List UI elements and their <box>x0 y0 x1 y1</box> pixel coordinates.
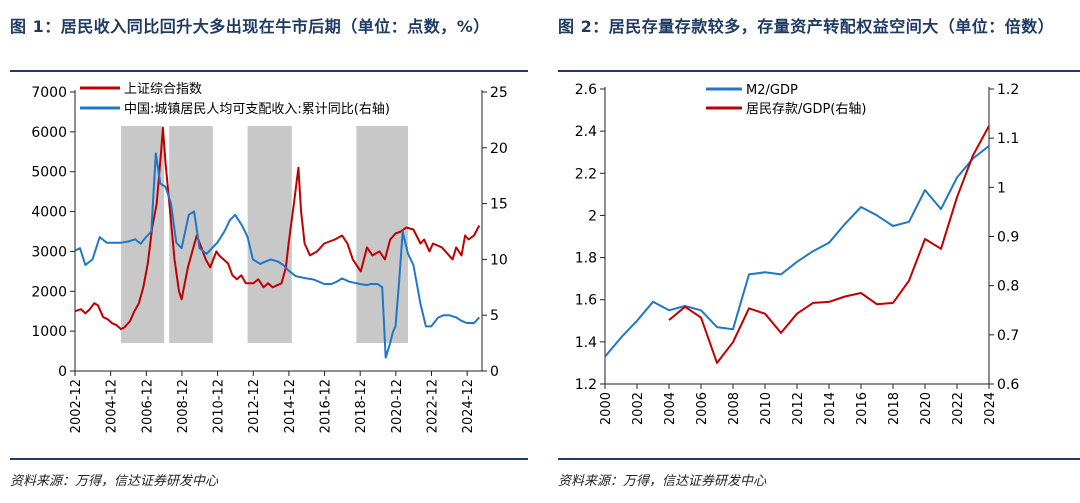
y2-tick-label: 1.2 <box>997 82 1019 98</box>
series-line-1 <box>74 126 481 331</box>
series-line-2 <box>668 125 990 364</box>
x-tick-label: 2018 <box>887 392 902 425</box>
chart-1-title: 图 1：居民收入同比回升大多出现在牛市后期（单位：点数，%） <box>10 17 490 36</box>
x-tick-label: 2004-12 <box>105 379 120 433</box>
chart-2-source: 资料来源：万得，信达证券研发中心 <box>558 474 767 489</box>
x-tick-label: 2020 <box>919 392 934 425</box>
y2-tick-label: 0.7 <box>997 328 1019 344</box>
x-tick-label: 2014-12 <box>283 379 298 433</box>
y-tick-label: 6000 <box>31 125 67 141</box>
x-tick-label: 2012-12 <box>247 379 262 433</box>
x-tick-label: 2010-12 <box>212 379 227 433</box>
y-tick-label: 2 <box>588 208 597 224</box>
y-tick-label: 1.4 <box>575 335 597 351</box>
y-tick-label: 1.6 <box>575 293 597 309</box>
x-tick-label: 2018-12 <box>354 379 369 433</box>
y-tick-label: 0 <box>58 364 67 380</box>
x-tick-label: 2022 <box>951 392 966 425</box>
x-tick-label: 2006-12 <box>140 379 155 433</box>
title-divider <box>10 70 528 72</box>
x-tick-label: 2016 <box>855 392 870 425</box>
x-tick-label: 2000 <box>599 392 614 425</box>
y2-tick-label: 1 <box>997 180 1006 196</box>
y-tick-label: 3000 <box>31 244 67 260</box>
chart-panel-2: 图 2：居民存量存款较多，存量资产转配权益空间大（单位：倍数） 1.2 1.4 1.… <box>548 0 1080 503</box>
x-tick-label: 2008-12 <box>176 379 191 433</box>
x-tick-label: 2024-12 <box>461 379 476 433</box>
chart-panel-1: 图 1：居民收入同比回升大多出现在牛市后期（单位：点数，%） 0 1000 2000… <box>0 0 528 503</box>
y-tick-label: 2.6 <box>575 82 597 98</box>
y-tick-label: 1.8 <box>575 251 597 267</box>
series-line-2 <box>74 152 481 359</box>
y2-tick-label: 0.8 <box>997 279 1019 295</box>
legend-label: 上证综合指数 <box>124 82 202 97</box>
source-divider <box>10 458 528 460</box>
chart-2-title: 图 2：居民存量存款较多，存量资产转配权益空间大（单位：倍数） <box>558 17 1055 36</box>
x-tick-label: 2022-12 <box>425 379 440 433</box>
y-tick-label: 4000 <box>31 205 67 221</box>
x-tick-label: 2020-12 <box>390 379 405 433</box>
y2-tick-label: 0.9 <box>997 230 1019 246</box>
series-line-1 <box>604 145 990 358</box>
y2-tick-label: 25 <box>490 85 508 101</box>
source-divider <box>558 458 1080 460</box>
x-tick-label: 2016-12 <box>319 379 334 433</box>
y2-tick-label: 10 <box>490 252 508 268</box>
y-tick-label: 7000 <box>31 85 67 101</box>
y-tick-label: 2.2 <box>575 166 597 182</box>
legend-label: M2/GDP <box>746 83 798 98</box>
x-tick-label: 2010 <box>759 392 774 425</box>
x-tick-label: 2006 <box>695 392 710 425</box>
chart-1-plot: 0 1000 2000 3000 4000 5000 6000 7000 0 5 10 15 20 25 2… <box>31 82 508 433</box>
y2-tick-label: 0.6 <box>997 377 1019 393</box>
legend-label: 中国:城镇居民人均可支配收入:累计同比(右轴) <box>124 102 390 117</box>
x-tick-label: 2012 <box>791 392 806 425</box>
x-tick-label: 2002-12 <box>69 379 84 433</box>
title-divider <box>558 70 1080 72</box>
bull-market-band <box>121 126 165 343</box>
y2-tick-label: 15 <box>490 197 508 213</box>
y2-tick-label: 20 <box>490 141 508 157</box>
x-tick-label: 2014 <box>823 392 838 425</box>
y-tick-label: 2000 <box>31 284 67 300</box>
x-tick-label: 2002 <box>631 392 646 425</box>
y2-tick-label: 1.1 <box>997 131 1019 147</box>
y-tick-label: 2.4 <box>575 124 597 140</box>
bull-market-band <box>169 126 213 343</box>
y-tick-label: 1000 <box>31 324 67 340</box>
y2-tick-label: 5 <box>490 308 499 324</box>
x-tick-label: 2008 <box>727 392 742 425</box>
y-tick-label: 5000 <box>31 165 67 181</box>
chart-1-source: 资料来源：万得，信达证券研发中心 <box>10 474 219 489</box>
chart-2-plot: 1.2 1.4 1.6 1.8 2 2.2 2.4 2.6 0.6 0.7 0.8 0.9 1 1.1 1.… <box>575 82 1020 425</box>
bull-market-band <box>356 126 409 343</box>
bull-market-band <box>247 126 292 343</box>
y-tick-label: 1.2 <box>575 377 597 393</box>
x-tick-label: 2004 <box>663 392 678 425</box>
legend-label: 居民存款/GDP(右轴) <box>746 102 866 117</box>
x-tick-label: 2024 <box>983 392 998 425</box>
y2-tick-label: 0 <box>490 364 499 380</box>
